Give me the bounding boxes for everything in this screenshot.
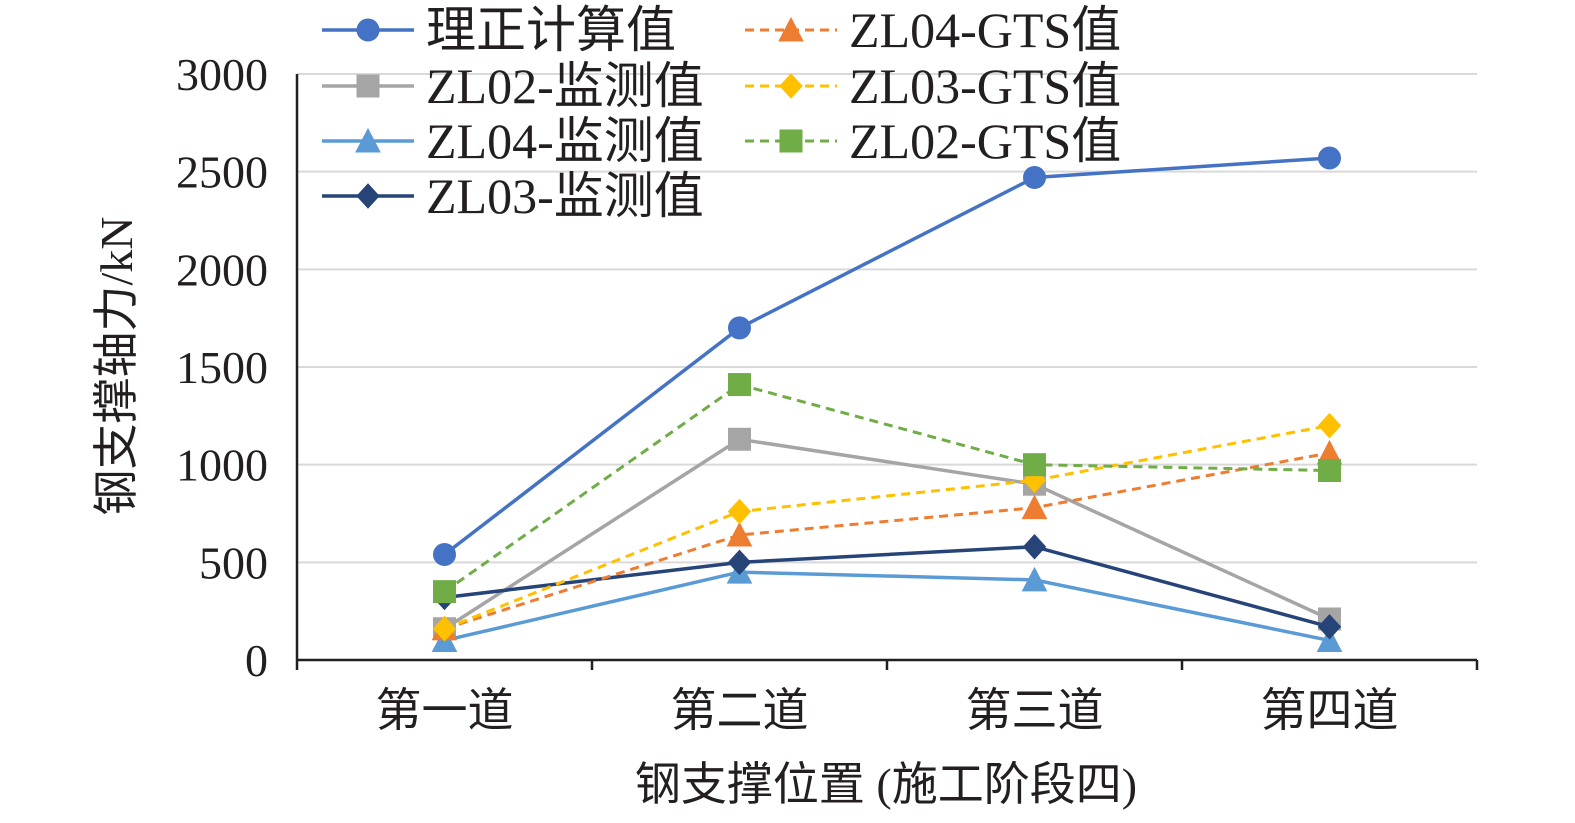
legend-item: ZL03-监测值 bbox=[322, 168, 704, 224]
data-point bbox=[728, 427, 751, 451]
data-point bbox=[1318, 459, 1341, 483]
axes bbox=[295, 74, 1479, 670]
data-point bbox=[727, 498, 752, 525]
legend-label: ZL04-监测值 bbox=[426, 113, 704, 169]
series-line bbox=[444, 544, 1330, 629]
series-line bbox=[443, 424, 1330, 631]
y-tick-label: 2500 bbox=[176, 147, 268, 198]
legend-label: ZL03-监测值 bbox=[426, 168, 704, 224]
data-point bbox=[726, 521, 753, 547]
legend-item: 理正计算值 bbox=[322, 2, 676, 58]
y-tick-label: 500 bbox=[199, 537, 268, 588]
series-line bbox=[443, 156, 1330, 556]
legend-label: ZL04-GTS值 bbox=[849, 2, 1121, 58]
legend-marker bbox=[356, 74, 380, 98]
data-point bbox=[728, 373, 751, 397]
data-point bbox=[433, 580, 456, 604]
legend: 理正计算值ZL02-监测值ZL04-监测值ZL03-监测值ZL04-GTS值ZL… bbox=[322, 2, 1121, 224]
data-point bbox=[1316, 627, 1343, 652]
series-group bbox=[433, 373, 1341, 604]
x-axis-title: 钢支撑位置 (施工阶段四) bbox=[635, 759, 1137, 810]
series-line bbox=[444, 570, 1330, 643]
data-point bbox=[1317, 614, 1342, 640]
x-tick-label: 第二道 bbox=[671, 685, 809, 736]
y-axis-title: 钢支撑轴力/kN bbox=[91, 217, 142, 516]
series-group bbox=[433, 146, 1341, 567]
series-line bbox=[443, 437, 1331, 631]
data-point bbox=[1023, 166, 1046, 190]
data-point bbox=[1022, 533, 1047, 560]
legend-item: ZL02-监测值 bbox=[322, 58, 704, 114]
y-tick-label: 1000 bbox=[176, 440, 268, 491]
y-tick-label: 0 bbox=[245, 635, 268, 686]
series-lines bbox=[431, 146, 1343, 652]
series-line bbox=[444, 451, 1330, 631]
y-tick-label: 3000 bbox=[176, 49, 268, 100]
legend-marker bbox=[355, 127, 381, 153]
legend-marker bbox=[356, 18, 380, 42]
x-tick-label: 第一道 bbox=[376, 685, 514, 736]
data-point bbox=[1317, 412, 1342, 439]
gridlines bbox=[297, 73, 1477, 564]
data-point bbox=[1021, 566, 1048, 592]
y-tick-label: 2000 bbox=[176, 244, 268, 295]
x-tick-label: 第四道 bbox=[1261, 685, 1399, 736]
data-point bbox=[1023, 453, 1046, 477]
data-point bbox=[727, 549, 752, 576]
legend-marker bbox=[778, 16, 804, 42]
legend-marker bbox=[356, 183, 380, 209]
series-line bbox=[443, 382, 1330, 593]
data-point bbox=[433, 543, 456, 567]
series-group bbox=[432, 412, 1342, 642]
tick-labels: 0 500 1000 1500 2000 2500 3000 第一道 第二道 第三道 第四道 bbox=[176, 49, 1399, 736]
legend-marker bbox=[779, 129, 803, 153]
legend-marker bbox=[779, 73, 803, 99]
legend-item: ZL03-GTS值 bbox=[745, 58, 1121, 114]
legend-item: ZL02-GTS值 bbox=[745, 113, 1121, 169]
y-tick-label: 1500 bbox=[176, 342, 268, 393]
data-point bbox=[432, 616, 457, 642]
data-point bbox=[728, 316, 751, 340]
legend-item: ZL04-监测值 bbox=[322, 113, 704, 169]
data-point bbox=[1021, 494, 1048, 520]
legend-label: ZL02-GTS值 bbox=[849, 113, 1121, 169]
data-point bbox=[1318, 146, 1341, 170]
series-group bbox=[432, 533, 1342, 640]
legend-label: ZL02-监测值 bbox=[426, 58, 704, 114]
legend-item: ZL04-GTS值 bbox=[745, 2, 1121, 58]
legend-label: ZL03-GTS值 bbox=[849, 58, 1121, 114]
series-group bbox=[431, 559, 1343, 652]
x-tick-label: 第三道 bbox=[966, 685, 1104, 736]
legend-label: 理正计算值 bbox=[426, 2, 676, 58]
